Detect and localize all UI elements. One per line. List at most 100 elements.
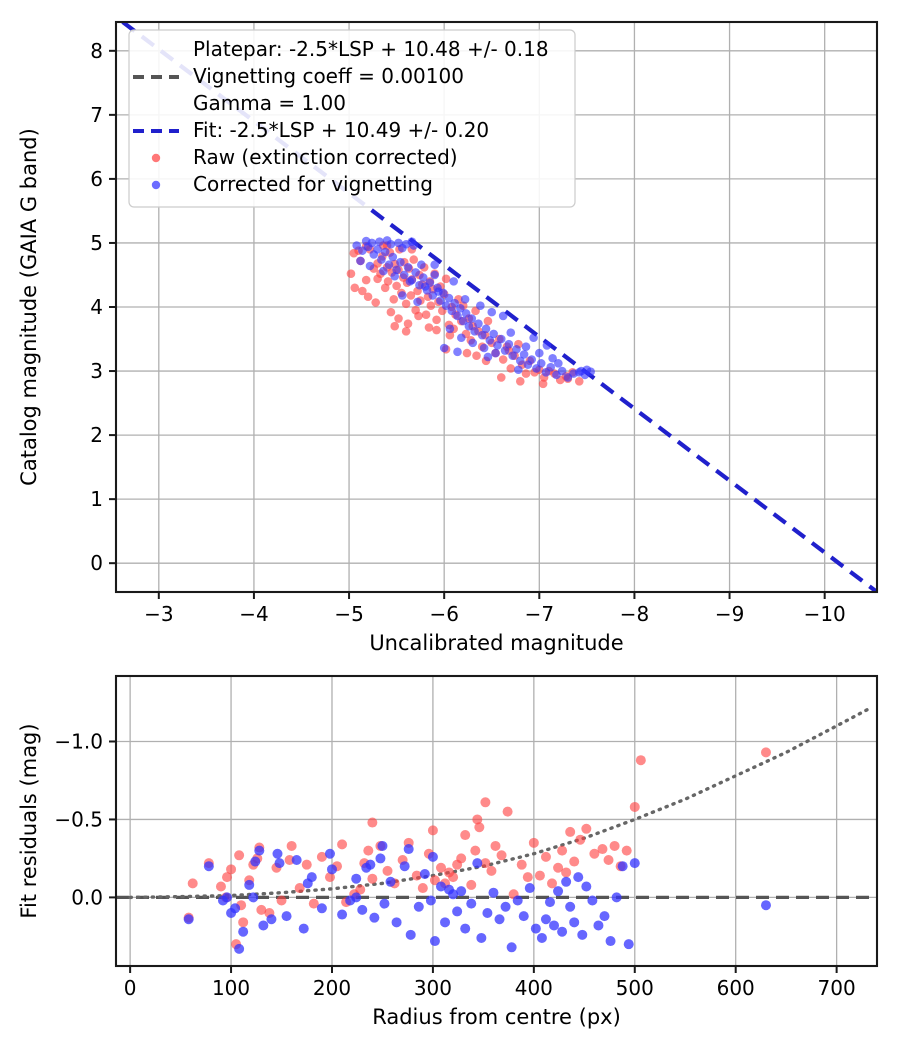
x-tick-label-4: 400 (515, 976, 553, 1000)
data-point (301, 859, 312, 870)
legend-entry-2[interactable]: Gamma = 1.00 (193, 91, 346, 115)
data-point (413, 297, 422, 307)
data-point (605, 936, 616, 947)
data-point (417, 260, 426, 270)
data-point (561, 876, 572, 887)
x-tick-label-7: 700 (818, 976, 856, 1000)
data-point (466, 879, 477, 890)
data-point (553, 886, 564, 897)
data-point (386, 307, 396, 317)
data-point (350, 283, 360, 293)
data-point (266, 914, 277, 925)
data-point (361, 236, 371, 246)
data-point (358, 286, 367, 296)
legend-label-3: Fit: -2.5*LSP + 10.49 +/- 0.20 (193, 118, 489, 142)
data-point (405, 277, 415, 286)
data-point (435, 862, 446, 873)
data-point (367, 817, 378, 828)
x-axis-title: Radius from centre (px) (372, 1005, 621, 1029)
data-point (447, 306, 457, 316)
data-point (617, 861, 628, 872)
data-point (534, 870, 545, 881)
data-point (448, 889, 459, 900)
data-point (487, 307, 497, 317)
legend-entry-4[interactable]: Raw (extinction corrected) (151, 145, 458, 169)
data-point (380, 247, 390, 257)
data-point (467, 314, 477, 323)
data-point (351, 873, 362, 884)
data-point (515, 376, 525, 386)
data-point (581, 881, 592, 892)
legend-dot-marker-5 (151, 180, 161, 190)
data-point (480, 858, 491, 869)
data-point (445, 330, 455, 340)
plot-content (116, 705, 877, 954)
data-point (621, 845, 632, 856)
data-point (557, 926, 568, 937)
data-point (183, 914, 194, 925)
data-point (540, 851, 551, 862)
legend-entry-0[interactable]: Platepar: -2.5*LSP + 10.48 +/- 0.18 (193, 37, 549, 61)
ticks: 0 100 200 300 400 500 600 700 0.0 −0.5 −1.0 (54, 729, 855, 1000)
x-tick-label-5: −8 (620, 602, 649, 626)
data-point (553, 862, 564, 873)
y-tick-label-1: −0.5 (54, 807, 103, 831)
data-point (458, 316, 468, 326)
data-point (281, 911, 292, 922)
data-point (324, 848, 335, 859)
y-tick-label-6: 6 (90, 167, 103, 191)
legend-entry-5[interactable]: Corrected for vignetting (151, 172, 433, 196)
data-point (430, 260, 439, 270)
legend-label-2: Gamma = 1.00 (193, 91, 346, 115)
data-point (302, 878, 313, 889)
data-point (234, 943, 245, 954)
data-point (449, 277, 458, 286)
data-point (486, 865, 497, 876)
data-point (385, 876, 396, 887)
data-point (453, 311, 462, 321)
legend-entry-3[interactable]: Fit: -2.5*LSP + 10.49 +/- 0.20 (133, 118, 489, 142)
data-point (479, 343, 489, 353)
data-point (448, 872, 459, 883)
data-point (324, 872, 335, 883)
data-point (557, 845, 568, 856)
data-point (445, 324, 455, 334)
data-point (377, 255, 386, 264)
data-point (294, 883, 305, 894)
data-point (498, 355, 508, 364)
data-point (587, 895, 598, 906)
data-point (544, 897, 555, 908)
data-point (418, 273, 428, 282)
data-point (518, 911, 529, 922)
data-point (635, 755, 646, 766)
x-tick-label-6: −9 (715, 602, 744, 626)
legend-background (128, 29, 576, 208)
data-point (401, 327, 411, 336)
data-point (421, 310, 431, 319)
data-point (542, 341, 552, 350)
data-point (466, 898, 477, 909)
data-point (435, 881, 446, 892)
data-point (450, 298, 459, 308)
data-point (427, 851, 438, 862)
data-point (536, 932, 547, 943)
data-point (569, 917, 580, 928)
data-point (530, 923, 541, 934)
x-tick-label-6: 600 (717, 976, 755, 1000)
data-point (452, 906, 463, 917)
x-tick-label-2: 200 (313, 976, 351, 1000)
data-point (316, 851, 327, 862)
data-point (286, 840, 297, 851)
data-point (436, 296, 445, 305)
data-point (256, 904, 267, 915)
data-point (441, 301, 451, 311)
data-point (352, 241, 361, 250)
data-point (496, 850, 507, 861)
data-point (414, 311, 423, 321)
legend-entry-1[interactable]: Vignetting coeff = 0.00100 (133, 64, 464, 88)
data-point (574, 376, 584, 386)
data-point (476, 932, 487, 943)
data-point (506, 328, 516, 337)
data-point (470, 327, 479, 336)
data-point (593, 920, 604, 931)
